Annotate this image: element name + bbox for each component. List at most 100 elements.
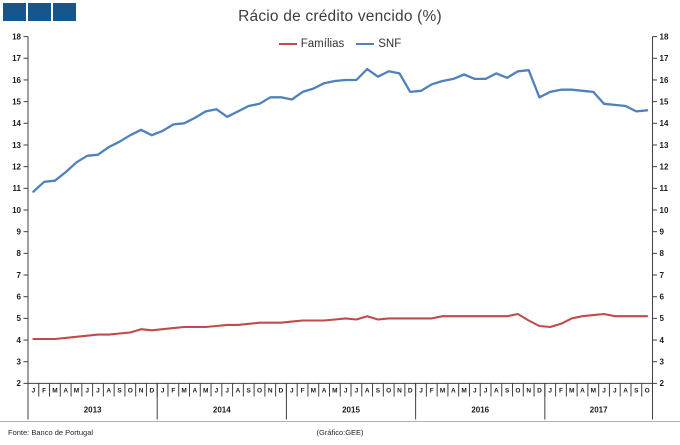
month-label: D: [149, 388, 154, 395]
month-label: D: [537, 388, 542, 395]
y-tick-label: 4: [17, 336, 22, 345]
month-label: N: [268, 388, 273, 395]
month-label: F: [559, 388, 563, 395]
month-label: M: [74, 388, 79, 395]
year-label: 2015: [342, 406, 360, 415]
month-label: J: [290, 388, 294, 395]
month-label: A: [236, 388, 241, 395]
y-tick-label: 18: [660, 32, 669, 41]
month-label: A: [106, 388, 111, 395]
y-tick-label: 2: [660, 379, 665, 388]
source-note: Fonte: Banco de Portugal: [8, 428, 94, 437]
month-label: S: [634, 388, 639, 395]
month-label: J: [355, 388, 359, 395]
series-line-familias: [32, 312, 649, 341]
snf-line-swatch-icon: [356, 42, 375, 46]
y-tick-label: 3: [660, 358, 665, 367]
y-tick-label: 15: [660, 97, 669, 106]
y-axis-left: 2 3 4 5 6 7 8 9 10 11 12 13 14 15 16 17 18: [12, 32, 28, 388]
y-tick-label: 8: [660, 249, 665, 258]
month-label: S: [117, 388, 122, 395]
month-label: A: [193, 388, 198, 395]
y-tick-label: 4: [660, 336, 665, 345]
month-label: S: [247, 388, 252, 395]
y-tick-label: 7: [660, 271, 665, 280]
month-label: M: [52, 388, 57, 395]
logo-square-icon: [53, 3, 76, 21]
y-tick-label: 18: [12, 32, 21, 41]
y-tick-label: 6: [660, 293, 665, 302]
month-label: A: [63, 388, 68, 395]
month-label: J: [613, 388, 617, 395]
month-label: A: [451, 388, 456, 395]
y-tick-label: 10: [12, 206, 21, 215]
month-label: S: [376, 388, 381, 395]
month-label: O: [257, 388, 262, 395]
y-tick-label: 5: [660, 314, 665, 323]
y-tick-label: 9: [17, 227, 22, 236]
y-tick-label: 17: [660, 54, 669, 63]
month-label: A: [322, 388, 327, 395]
y-tick-label: 16: [660, 76, 669, 85]
chart-footer: Fonte: Banco de Portugal (Gráfico:GEE): [0, 421, 680, 445]
month-label: M: [569, 388, 574, 395]
y-tick-label: 9: [660, 227, 665, 236]
y-tick-label: 2: [17, 379, 22, 388]
month-label: F: [171, 388, 175, 395]
month-label: A: [365, 388, 370, 395]
y-tick-label: 17: [12, 54, 21, 63]
month-label: J: [215, 388, 219, 395]
year-label: 2014: [213, 406, 231, 415]
month-label: J: [32, 388, 36, 395]
logo-square-icon: [3, 3, 26, 21]
axes: [27, 36, 653, 420]
legend-label-familias: Famílias: [300, 38, 345, 50]
month-label: J: [96, 388, 100, 395]
month-label: J: [344, 388, 348, 395]
month-label: N: [397, 388, 402, 395]
month-label: F: [42, 388, 46, 395]
month-label: O: [645, 388, 650, 395]
month-label: S: [505, 388, 510, 395]
month-label: A: [494, 388, 499, 395]
month-label: M: [311, 388, 316, 395]
month-label: O: [386, 388, 391, 395]
y-tick-label: 11: [660, 184, 669, 193]
month-label: M: [461, 388, 466, 395]
year-label: 2013: [84, 406, 102, 415]
y-tick-label: 3: [17, 358, 22, 367]
y-tick-label: 14: [660, 119, 669, 128]
y-tick-label: 13: [660, 141, 669, 150]
y-tick-label: 15: [12, 97, 21, 106]
logo-squares: [3, 3, 76, 21]
y-tick-label: 7: [17, 271, 22, 280]
legend-item-snf: SNF: [356, 38, 401, 50]
y-tick-label: 12: [660, 162, 669, 171]
y-tick-label: 14: [12, 119, 21, 128]
y-tick-label: 13: [12, 141, 21, 150]
credit-note: (Gráfico:GEE): [316, 428, 364, 437]
month-label: A: [623, 388, 628, 395]
month-label: N: [139, 388, 144, 395]
year-label: 2016: [471, 406, 489, 415]
y-tick-label: 6: [17, 293, 22, 302]
legend: Famílias SNF: [0, 38, 680, 50]
month-label: J: [548, 388, 552, 395]
y-tick-label: 16: [12, 76, 21, 85]
y-tick-label: 12: [12, 162, 21, 171]
month-label: J: [473, 388, 477, 395]
month-label: F: [430, 388, 434, 395]
series-line-snf: [32, 67, 649, 193]
y-tick-label: 8: [17, 249, 22, 258]
chart-title: Rácio de crédito vencido (%): [238, 8, 442, 25]
month-label: D: [279, 388, 284, 395]
month-label: J: [225, 388, 229, 395]
logo-square-icon: [28, 3, 51, 21]
familias-line-swatch-icon: [278, 42, 297, 46]
month-label: M: [181, 388, 186, 395]
legend-item-familias: Famílias: [278, 38, 345, 50]
month-label: J: [484, 388, 488, 395]
